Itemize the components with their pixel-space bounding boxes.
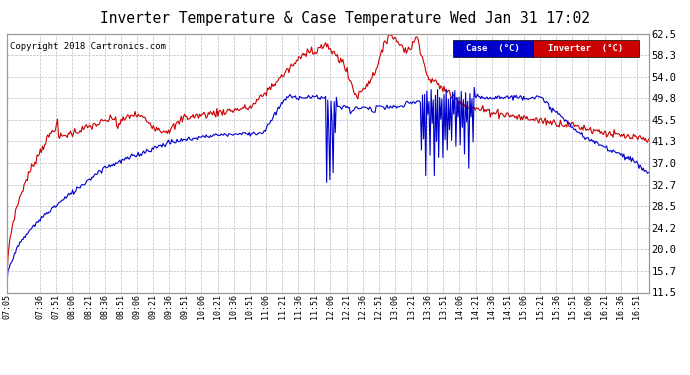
Text: Copyright 2018 Cartronics.com: Copyright 2018 Cartronics.com <box>10 42 166 51</box>
Text: Inverter Temperature & Case Temperature Wed Jan 31 17:02: Inverter Temperature & Case Temperature … <box>100 11 590 26</box>
